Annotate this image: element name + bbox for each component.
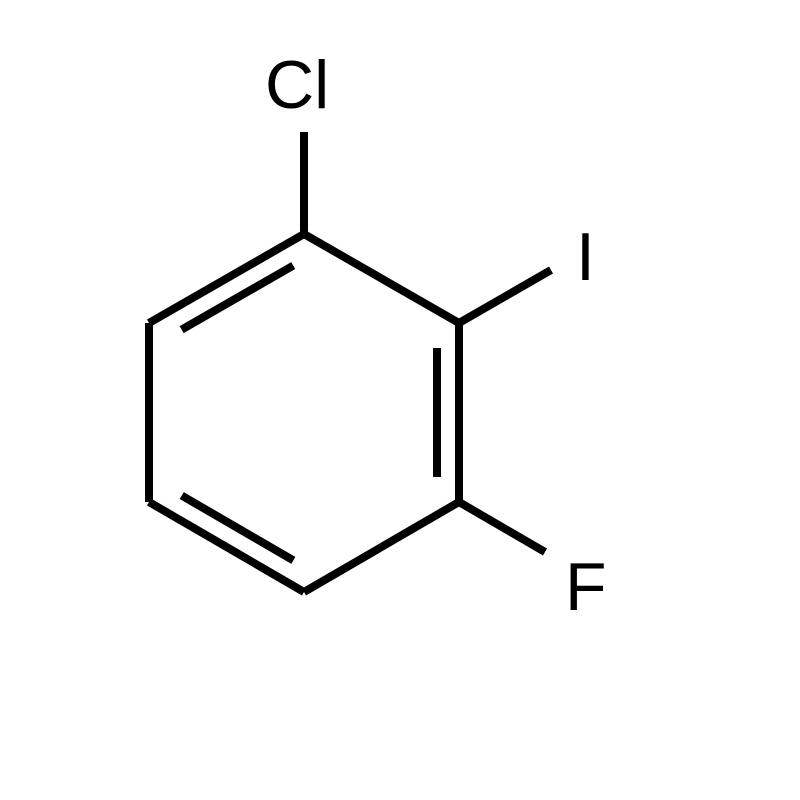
subst-bond-I <box>459 270 551 323</box>
label-Cl: Cl <box>265 47 329 123</box>
label-I: I <box>576 219 595 295</box>
ring-bond-C1-C2 <box>304 234 459 323</box>
ring-bond-C6-C1 <box>149 234 304 323</box>
label-F: F <box>565 549 607 625</box>
ring-bond-C3-C4 <box>304 502 459 592</box>
molecule-diagram: Cl I F <box>0 0 800 800</box>
ring-bond-C4-C5 <box>149 502 304 592</box>
subst-bond-F <box>459 502 545 552</box>
